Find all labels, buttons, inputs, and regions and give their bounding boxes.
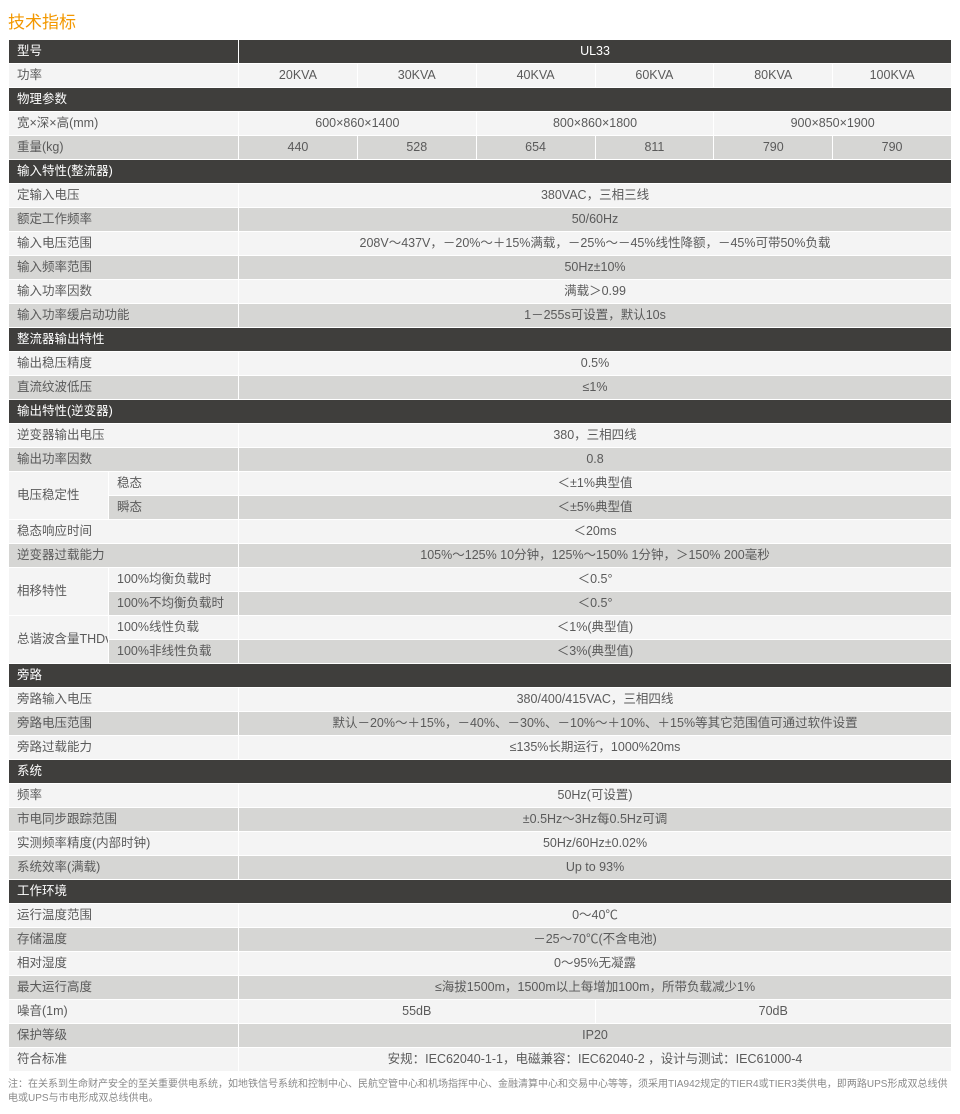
sub-label: 100%线性负载 (109, 616, 239, 640)
cell: ＜0.5° (239, 568, 952, 592)
power-cell: 30KVA (357, 64, 476, 88)
row-label: 旁路过载能力 (9, 736, 239, 760)
row-label: 额定工作频率 (9, 208, 239, 232)
section-header: 整流器输出特性 (9, 328, 952, 352)
cell: ±0.5Hz～3Hz每0.5Hz可调 (239, 808, 952, 832)
section-header: 旁路 (9, 664, 952, 688)
power-cell: 20KVA (239, 64, 358, 88)
row-label: 输入功率缓启动功能 (9, 304, 239, 328)
cell: 50Hz/60Hz±0.02% (239, 832, 952, 856)
cell: IP20 (239, 1024, 952, 1048)
cell: 900×850×1900 (714, 112, 952, 136)
row-label: 保护等级 (9, 1024, 239, 1048)
row-label: 逆变器输出电压 (9, 424, 239, 448)
cell: －25～70℃(不含电池) (239, 928, 952, 952)
cell: 50Hz(可设置) (239, 784, 952, 808)
cell: 70dB (595, 1000, 952, 1024)
cell: 380VAC，三相三线 (239, 184, 952, 208)
cell: 380，三相四线 (239, 424, 952, 448)
row-label: 存储温度 (9, 928, 239, 952)
cell: 0.8 (239, 448, 952, 472)
row-label: 逆变器过载能力 (9, 544, 239, 568)
row-label: 频率 (9, 784, 239, 808)
row-label: 市电同步跟踪范围 (9, 808, 239, 832)
row-label: 总谐波含量THDv (9, 616, 109, 664)
cell: 654 (476, 136, 595, 160)
row-label: 定输入电压 (9, 184, 239, 208)
row-label: 输出功率因数 (9, 448, 239, 472)
cell: 0.5% (239, 352, 952, 376)
sub-label: 100%均衡负载时 (109, 568, 239, 592)
row-label: 稳态响应时间 (9, 520, 239, 544)
row-label: 宽×深×高(mm) (9, 112, 239, 136)
page-title: 技术指标 (8, 8, 952, 33)
row-label: 直流纹波低压 (9, 376, 239, 400)
cell: 默认－20%～＋15%，－40%、－30%、－10%～＋10%、＋15%等其它范… (239, 712, 952, 736)
cell: ≤海拔1500m，1500m以上每增加100m，所带负载减少1% (239, 976, 952, 1000)
spec-table: 型号 UL33 功率 20KVA 30KVA 40KVA 60KVA 80KVA… (8, 39, 952, 1072)
row-label: 型号 (9, 40, 239, 64)
sub-label: 100%非线性负载 (109, 640, 239, 664)
row-label: 运行温度范围 (9, 904, 239, 928)
sub-label: 瞬态 (109, 496, 239, 520)
section-header: 输出特性(逆变器) (9, 400, 952, 424)
sub-label: 100%不均衡负载时 (109, 592, 239, 616)
cell: ≤135%长期运行，1000%20ms (239, 736, 952, 760)
cell: 440 (239, 136, 358, 160)
cell: ＜1%(典型值) (239, 616, 952, 640)
row-label: 电压稳定性 (9, 472, 109, 520)
row-label: 系统效率(满载) (9, 856, 239, 880)
model-value: UL33 (239, 40, 952, 64)
cell: 528 (357, 136, 476, 160)
cell: 0～40℃ (239, 904, 952, 928)
row-label: 相对湿度 (9, 952, 239, 976)
row-label: 最大运行高度 (9, 976, 239, 1000)
row-label: 功率 (9, 64, 239, 88)
row-label: 旁路电压范围 (9, 712, 239, 736)
row-label: 实测频率精度(内部时钟) (9, 832, 239, 856)
cell: 811 (595, 136, 714, 160)
cell: ＜±5%典型值 (239, 496, 952, 520)
section-header: 系统 (9, 760, 952, 784)
power-cell: 60KVA (595, 64, 714, 88)
cell: ＜0.5° (239, 592, 952, 616)
section-header: 物理参数 (9, 88, 952, 112)
cell: 790 (714, 136, 833, 160)
cell: 50/60Hz (239, 208, 952, 232)
cell: 50Hz±10% (239, 256, 952, 280)
power-cell: 40KVA (476, 64, 595, 88)
cell: 105%～125% 10分钟，125%～150% 1分钟，＞150% 200毫秒 (239, 544, 952, 568)
row-label: 重量(kg) (9, 136, 239, 160)
cell: 790 (833, 136, 952, 160)
cell: 380/400/415VAC，三相四线 (239, 688, 952, 712)
row-label: 噪音(1m) (9, 1000, 239, 1024)
cell: ＜±1%典型值 (239, 472, 952, 496)
cell: Up to 93% (239, 856, 952, 880)
section-header: 输入特性(整流器) (9, 160, 952, 184)
cell: ＜20ms (239, 520, 952, 544)
cell: 安规：IEC62040-1-1，电磁兼容：IEC62040-2 ，设计与测试：I… (239, 1048, 952, 1072)
cell: ≤1% (239, 376, 952, 400)
footnote: 注：在关系到生命财产安全的至关重要供电系统，如地铁信号系统和控制中心、民航空管中… (8, 1078, 952, 1106)
row-label: 相移特性 (9, 568, 109, 616)
row-label: 输入电压范围 (9, 232, 239, 256)
row-label: 输入功率因数 (9, 280, 239, 304)
cell: 满载＞0.99 (239, 280, 952, 304)
row-label: 输出稳压精度 (9, 352, 239, 376)
cell: 1－255s可设置，默认10s (239, 304, 952, 328)
section-header: 工作环境 (9, 880, 952, 904)
sub-label: 稳态 (109, 472, 239, 496)
row-label: 符合标准 (9, 1048, 239, 1072)
cell: ＜3%(典型值) (239, 640, 952, 664)
row-label: 输入频率范围 (9, 256, 239, 280)
power-cell: 80KVA (714, 64, 833, 88)
cell: 55dB (239, 1000, 595, 1024)
cell: 800×860×1800 (476, 112, 714, 136)
cell: 208V～437V，－20%～＋15%满载，－25%～－45%线性降额，－45%… (239, 232, 952, 256)
power-cell: 100KVA (833, 64, 952, 88)
cell: 0～95%无凝露 (239, 952, 952, 976)
cell: 600×860×1400 (239, 112, 477, 136)
row-label: 旁路输入电压 (9, 688, 239, 712)
